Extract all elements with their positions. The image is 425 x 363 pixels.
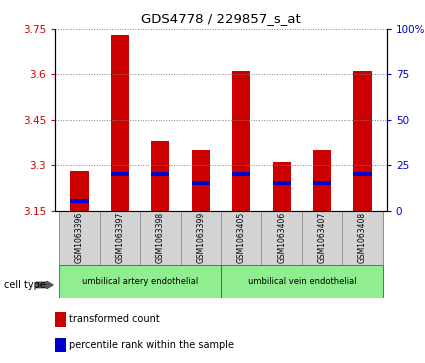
Text: GSM1063396: GSM1063396 [75, 212, 84, 264]
Bar [181, 211, 221, 265]
Text: GSM1063398: GSM1063398 [156, 212, 165, 263]
Text: GSM1063407: GSM1063407 [317, 212, 326, 264]
Title: GDS4778 / 229857_s_at: GDS4778 / 229857_s_at [141, 12, 301, 25]
Bar [100, 211, 140, 265]
Bar [192, 181, 210, 185]
Bar [313, 181, 331, 185]
Text: umbilical vein endothelial: umbilical vein endothelial [247, 277, 356, 286]
Bar [221, 211, 261, 265]
Text: GSM1063408: GSM1063408 [358, 212, 367, 263]
Text: umbilical artery endothelial: umbilical artery endothelial [82, 277, 198, 286]
Bar [111, 172, 129, 176]
Bar [192, 150, 210, 211]
Bar [111, 35, 129, 211]
Text: GSM1063405: GSM1063405 [237, 212, 246, 264]
Bar [302, 211, 342, 265]
Bar [151, 172, 170, 176]
Bar [272, 162, 291, 211]
Bar [261, 211, 302, 265]
Bar [342, 211, 382, 265]
Text: cell type: cell type [4, 280, 46, 290]
Bar [272, 181, 291, 185]
Text: transformed count: transformed count [69, 314, 160, 325]
Bar [232, 72, 250, 211]
Text: GSM1063397: GSM1063397 [116, 212, 125, 264]
Text: percentile rank within the sample: percentile rank within the sample [69, 340, 234, 350]
Bar [232, 172, 250, 176]
Bar [354, 72, 371, 211]
Bar [221, 265, 382, 298]
Bar [71, 171, 88, 211]
Bar [60, 211, 100, 265]
Bar [60, 265, 221, 298]
Bar [313, 150, 331, 211]
Bar [354, 172, 371, 176]
Bar [71, 199, 88, 203]
Text: GSM1063406: GSM1063406 [277, 212, 286, 264]
Text: GSM1063399: GSM1063399 [196, 212, 205, 264]
Bar [151, 141, 170, 211]
Bar [140, 211, 181, 265]
